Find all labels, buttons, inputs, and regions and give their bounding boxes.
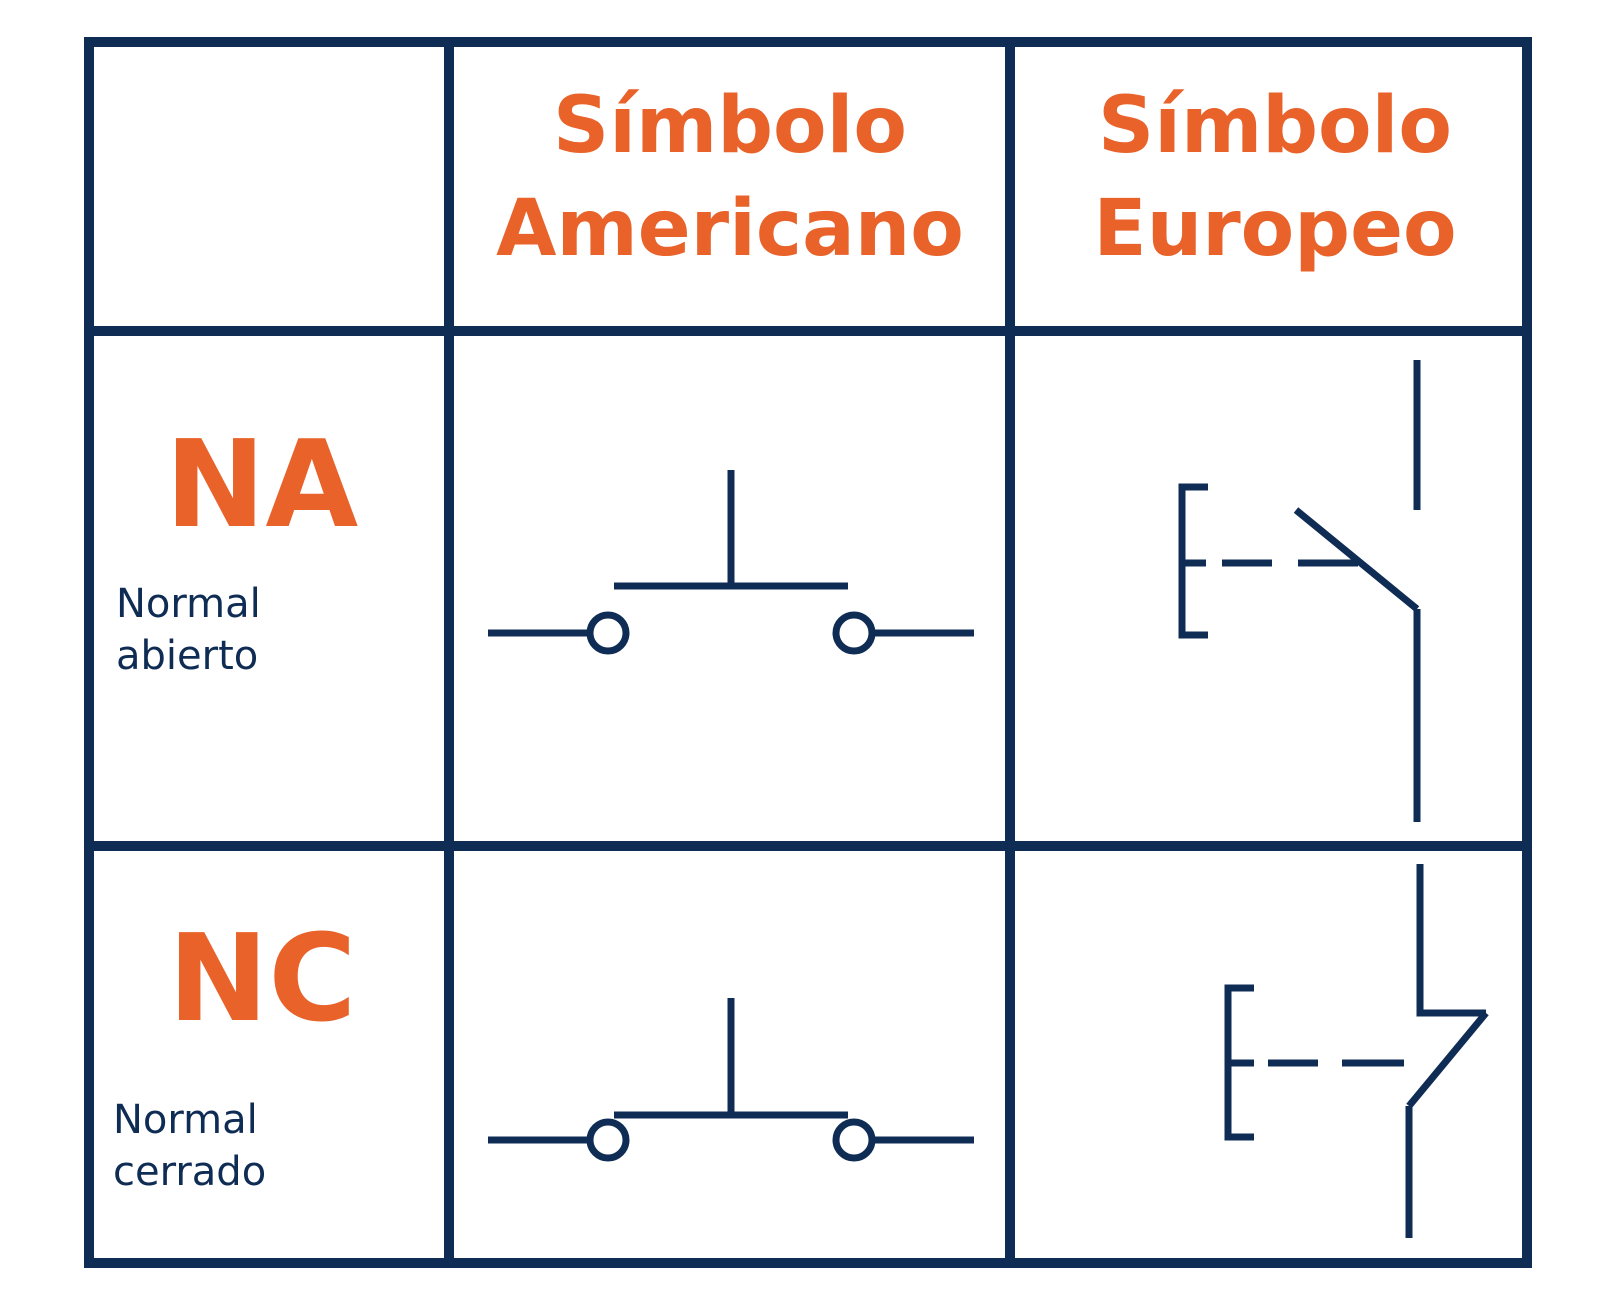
header-european: Símbolo Europeo [1093,81,1456,274]
header-european-line-2: Europeo [1093,184,1456,274]
movable-contact [1293,507,1420,612]
american-nc-symbol [488,998,974,1162]
european-no-symbol [1178,360,1421,822]
row-desc-na-line-2: abierto [116,633,258,679]
row-desc-nc-line-1: Normal [113,1097,258,1143]
header-american-line-1: Símbolo [553,81,907,171]
table-grid [84,37,1532,1268]
movable-contact [1406,1010,1489,1109]
row-na-label: NA Normal abierto [116,416,358,679]
american-no-symbol [488,470,974,655]
right-terminal-icon [832,611,876,655]
row-code-na: NA [165,416,358,555]
left-terminal-icon [586,1118,630,1162]
upper-contact-lead [1416,864,1486,1017]
european-nc-symbol [1224,864,1489,1238]
header-american-line-2: Americano [496,184,964,274]
header-european-line-1: Símbolo [1098,81,1452,171]
row-desc-na-line-1: Normal [116,581,261,627]
row-nc-label: NC Normal cerrado [113,910,357,1195]
right-terminal-icon [832,1118,876,1162]
table-border [84,37,1532,1268]
left-terminal-icon [586,611,630,655]
header-american: Símbolo Americano [496,81,964,274]
row-desc-nc-line-2: cerrado [113,1149,266,1195]
row-code-nc: NC [168,910,357,1049]
